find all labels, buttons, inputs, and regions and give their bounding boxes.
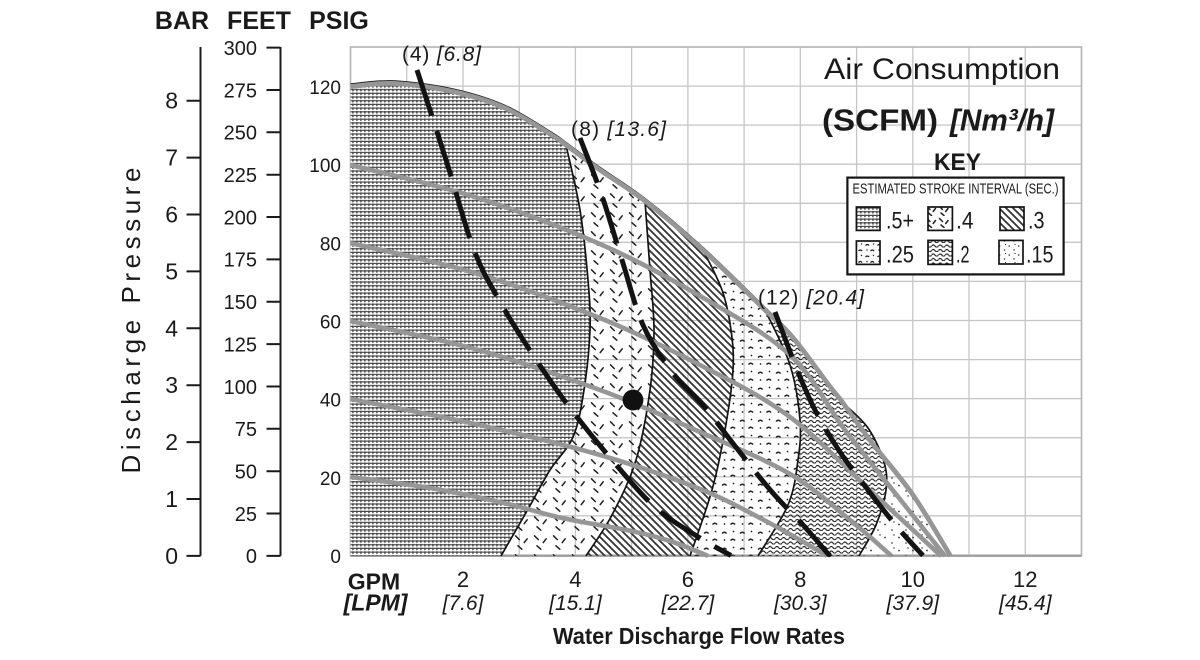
- svg-text:250: 250: [224, 123, 257, 145]
- svg-text:25: 25: [235, 504, 257, 526]
- svg-text:12: 12: [1013, 567, 1037, 592]
- svg-text:ESTIMATED STROKE INTERVAL (SEC: ESTIMATED STROKE INTERVAL (SEC.): [853, 182, 1059, 198]
- svg-text:125: 125: [224, 334, 257, 356]
- svg-text:[15.1]: [15.1]: [548, 592, 603, 615]
- svg-text:100: 100: [309, 156, 341, 177]
- svg-text:3: 3: [165, 372, 178, 398]
- svg-text:GPM: GPM: [348, 569, 400, 595]
- svg-text:[Nm³/h]: [Nm³/h]: [949, 103, 1056, 138]
- svg-text:.15: .15: [1026, 242, 1054, 269]
- svg-text:[30.3]: [30.3]: [773, 592, 828, 615]
- svg-text:275: 275: [224, 80, 257, 102]
- svg-text:Discharge Pressure: Discharge Pressure: [116, 168, 146, 474]
- svg-text:.5+: .5+: [886, 208, 914, 235]
- svg-text:8: 8: [794, 567, 806, 592]
- svg-text:7: 7: [165, 145, 178, 171]
- svg-text:4: 4: [569, 567, 581, 592]
- svg-text:6: 6: [682, 567, 694, 592]
- svg-text:0: 0: [330, 547, 341, 568]
- svg-text:40: 40: [320, 391, 341, 412]
- svg-text:100: 100: [224, 377, 257, 399]
- svg-text:[45.4]: [45.4]: [998, 592, 1053, 615]
- svg-text:60: 60: [320, 313, 341, 334]
- svg-text:(12) [20.4]: (12) [20.4]: [758, 287, 865, 310]
- svg-text:[37.9]: [37.9]: [886, 592, 941, 615]
- svg-text:120: 120: [309, 78, 341, 99]
- svg-text:1: 1: [165, 486, 178, 512]
- svg-text:(8) [13.6]: (8) [13.6]: [571, 118, 667, 141]
- svg-text:175: 175: [224, 250, 257, 272]
- svg-text:5: 5: [165, 258, 178, 284]
- svg-text:200: 200: [224, 207, 257, 229]
- svg-text:75: 75: [235, 419, 257, 441]
- svg-text:FEET: FEET: [227, 7, 291, 35]
- svg-text:225: 225: [224, 165, 257, 187]
- svg-text:.3: .3: [1028, 208, 1045, 235]
- svg-text:[7.6]: [7.6]: [442, 592, 485, 615]
- svg-text:10: 10: [901, 567, 925, 592]
- svg-text:0: 0: [165, 543, 178, 569]
- svg-text:2: 2: [457, 567, 469, 592]
- svg-text:150: 150: [224, 292, 257, 314]
- svg-text:0: 0: [246, 546, 257, 568]
- svg-text:Air Consumption: Air Consumption: [824, 53, 1060, 86]
- svg-text:Water Discharge Flow Rates: Water Discharge Flow Rates: [553, 623, 845, 649]
- svg-text:2: 2: [165, 429, 178, 455]
- svg-text:20: 20: [320, 469, 341, 490]
- svg-text:.4: .4: [956, 208, 974, 235]
- svg-text:[22.7]: [22.7]: [661, 592, 716, 615]
- svg-text:PSIG: PSIG: [309, 7, 369, 35]
- svg-text:8: 8: [165, 88, 178, 114]
- svg-text:(4) [6.8]: (4) [6.8]: [402, 43, 482, 66]
- svg-text:80: 80: [320, 234, 341, 255]
- svg-text:(SCFM): (SCFM): [822, 103, 938, 138]
- svg-text:4: 4: [165, 315, 178, 341]
- svg-text:6: 6: [165, 202, 178, 228]
- svg-text:50: 50: [235, 462, 257, 484]
- svg-text:.2: .2: [956, 242, 970, 269]
- svg-text:BAR: BAR: [155, 7, 209, 35]
- svg-text:[LPM]: [LPM]: [343, 590, 409, 616]
- svg-text:.25: .25: [886, 242, 914, 269]
- svg-text:KEY: KEY: [934, 149, 981, 176]
- svg-text:300: 300: [224, 38, 257, 60]
